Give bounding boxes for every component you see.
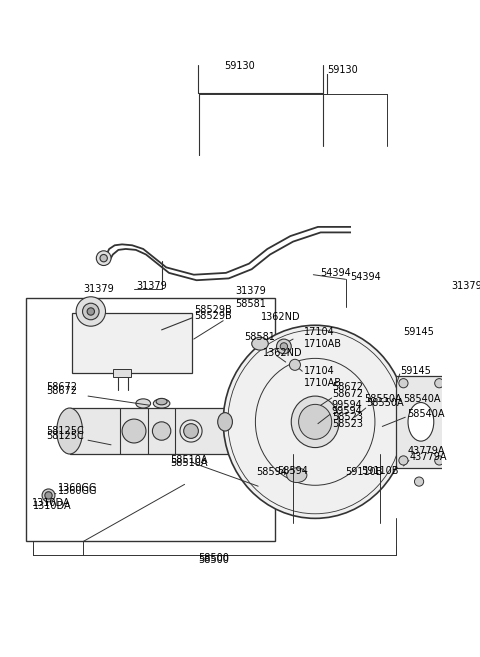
Ellipse shape xyxy=(364,421,373,441)
Text: 58500: 58500 xyxy=(199,555,229,565)
Text: 54394: 54394 xyxy=(350,271,381,282)
Ellipse shape xyxy=(241,421,256,441)
Ellipse shape xyxy=(136,399,151,408)
Text: 31379: 31379 xyxy=(451,281,480,291)
Text: 58672: 58672 xyxy=(47,382,78,392)
Text: 1710AB: 1710AB xyxy=(304,338,342,349)
Ellipse shape xyxy=(252,337,268,350)
Circle shape xyxy=(414,477,424,486)
Text: 59145: 59145 xyxy=(401,366,432,376)
Text: 58540A: 58540A xyxy=(407,409,444,419)
Circle shape xyxy=(76,297,106,327)
Text: 58529B: 58529B xyxy=(194,311,231,321)
Text: 54394: 54394 xyxy=(321,268,351,278)
Text: 1710AB: 1710AB xyxy=(304,378,342,388)
Text: 58500: 58500 xyxy=(199,553,229,563)
Circle shape xyxy=(399,456,408,465)
Text: 1360GG: 1360GG xyxy=(58,486,97,496)
Ellipse shape xyxy=(57,408,83,454)
Text: 59145: 59145 xyxy=(403,327,434,337)
Circle shape xyxy=(435,456,444,465)
Circle shape xyxy=(399,378,408,388)
Text: 58125C: 58125C xyxy=(47,430,84,441)
Ellipse shape xyxy=(349,421,359,441)
Text: 58550A: 58550A xyxy=(364,394,402,404)
Text: 58581: 58581 xyxy=(244,332,275,342)
Text: 1310DA: 1310DA xyxy=(33,501,72,511)
Text: 59110B: 59110B xyxy=(345,467,383,478)
Text: 99594: 99594 xyxy=(332,406,362,416)
Text: 99594: 99594 xyxy=(332,400,362,410)
Text: 58581: 58581 xyxy=(235,299,266,309)
Text: 58594: 58594 xyxy=(277,466,309,476)
Text: 1362ND: 1362ND xyxy=(261,312,300,322)
Text: 58523: 58523 xyxy=(332,419,363,428)
Circle shape xyxy=(184,424,198,438)
Bar xyxy=(26,298,275,541)
Text: 58672: 58672 xyxy=(332,382,363,392)
Text: 43779A: 43779A xyxy=(408,446,445,456)
Circle shape xyxy=(122,419,146,443)
Text: 17104: 17104 xyxy=(304,327,335,337)
Circle shape xyxy=(153,422,171,440)
Text: 31379: 31379 xyxy=(235,286,266,296)
Text: 59110B: 59110B xyxy=(361,466,398,476)
Text: 58550A: 58550A xyxy=(367,398,404,409)
Text: 58125C: 58125C xyxy=(47,426,84,436)
Circle shape xyxy=(280,343,288,350)
Ellipse shape xyxy=(156,398,167,405)
Text: 1360GG: 1360GG xyxy=(58,483,97,493)
Bar xyxy=(72,313,192,373)
Circle shape xyxy=(276,339,291,353)
Bar xyxy=(113,369,131,376)
Text: 1310DA: 1310DA xyxy=(32,498,71,508)
Text: 58529B: 58529B xyxy=(194,305,231,315)
Text: 59130: 59130 xyxy=(224,61,255,71)
Ellipse shape xyxy=(218,413,232,431)
Circle shape xyxy=(96,251,111,265)
Text: 58510A: 58510A xyxy=(170,455,208,465)
Bar xyxy=(70,408,230,454)
Ellipse shape xyxy=(335,421,344,441)
Circle shape xyxy=(435,378,444,388)
Circle shape xyxy=(83,304,99,320)
Text: 17104: 17104 xyxy=(304,366,335,376)
Text: 58672: 58672 xyxy=(332,389,363,399)
Ellipse shape xyxy=(408,403,434,441)
Ellipse shape xyxy=(223,325,407,518)
Ellipse shape xyxy=(291,396,339,447)
Ellipse shape xyxy=(287,468,307,482)
Text: 58510A: 58510A xyxy=(170,458,208,468)
Circle shape xyxy=(289,359,300,371)
Text: 31379: 31379 xyxy=(84,284,114,294)
Circle shape xyxy=(100,254,108,262)
Ellipse shape xyxy=(153,399,170,408)
Text: 31379: 31379 xyxy=(137,281,168,291)
Circle shape xyxy=(180,420,202,442)
Text: 58672: 58672 xyxy=(47,386,78,396)
Circle shape xyxy=(42,489,55,502)
Ellipse shape xyxy=(299,404,332,440)
Circle shape xyxy=(87,308,95,315)
Ellipse shape xyxy=(318,421,327,441)
Text: 59130: 59130 xyxy=(327,64,358,75)
Circle shape xyxy=(45,491,52,499)
Text: 43779A: 43779A xyxy=(410,452,447,462)
Text: 58594: 58594 xyxy=(256,467,288,478)
Text: 58540A: 58540A xyxy=(403,394,441,404)
Text: 58523: 58523 xyxy=(332,412,363,422)
Bar xyxy=(396,376,447,468)
Text: 1362ND: 1362ND xyxy=(263,348,302,358)
Ellipse shape xyxy=(255,421,270,441)
